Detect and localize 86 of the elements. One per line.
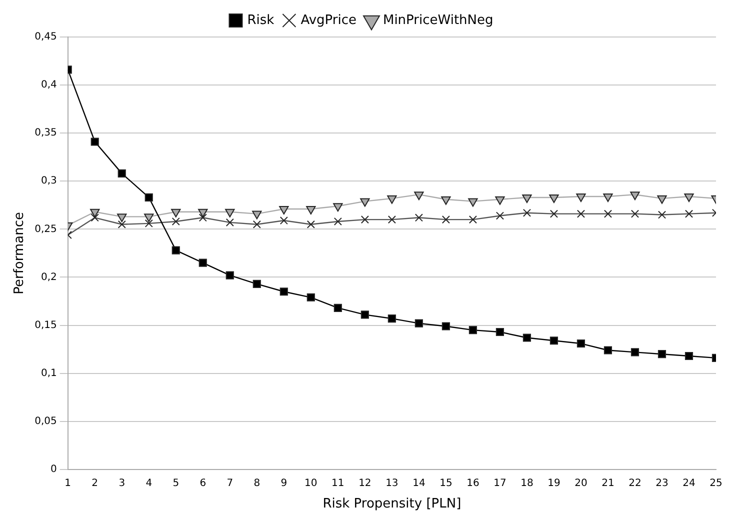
point	[550, 336, 558, 345]
x-tick-label: 24	[682, 478, 696, 489]
x-tick-label: 6	[200, 478, 206, 489]
x-tick-label: 25	[710, 478, 722, 489]
point	[658, 350, 666, 358]
point	[388, 314, 396, 323]
point	[522, 334, 531, 342]
point	[576, 194, 586, 202]
point	[630, 348, 640, 356]
x-tick-label: 20	[574, 478, 588, 489]
point	[414, 192, 424, 200]
y-tick-label: 0,35	[34, 128, 57, 139]
point	[198, 208, 208, 218]
x-tick-label: 21	[602, 478, 614, 489]
point	[360, 310, 369, 319]
x-tick-label: 17	[494, 478, 506, 489]
point	[279, 206, 289, 214]
point	[333, 203, 343, 212]
x-tick-label: 11	[332, 478, 344, 489]
point	[360, 198, 370, 207]
point	[576, 339, 586, 348]
point	[280, 288, 288, 296]
point	[604, 346, 612, 354]
point	[252, 280, 261, 288]
point	[171, 208, 181, 218]
x-tick-label: 4	[146, 478, 152, 489]
point	[252, 210, 262, 220]
y-tick-label: 0,1	[40, 368, 57, 379]
point	[90, 208, 100, 218]
x-tick-label: 14	[412, 478, 426, 489]
y-tick-label: 0,3	[40, 176, 57, 187]
point	[414, 319, 423, 328]
x-tick-label: 3	[118, 478, 126, 489]
point	[441, 196, 451, 205]
point	[117, 214, 127, 222]
x-tick-label: 8	[254, 478, 260, 489]
x-tick-label: 9	[280, 478, 288, 489]
point	[144, 193, 153, 202]
y-tick-label: 0,2	[40, 272, 57, 283]
point	[198, 258, 207, 267]
point	[144, 214, 154, 222]
x-tick-label: 22	[628, 478, 642, 489]
x-tick-label: 10	[304, 478, 318, 489]
point	[172, 246, 180, 254]
x-tick-label: 7	[226, 478, 234, 489]
point	[306, 206, 316, 214]
point	[225, 208, 235, 218]
point	[387, 195, 397, 204]
point	[90, 138, 99, 146]
x-tick-label: 13	[386, 478, 398, 489]
point	[630, 192, 640, 200]
x-tick-label: 1	[64, 478, 72, 489]
point	[226, 271, 234, 280]
y-tick-label: 0	[50, 464, 57, 475]
point	[657, 195, 667, 204]
y-tick-label: 0,25	[34, 224, 57, 235]
point	[495, 196, 505, 205]
legend-label: AvgPrice	[300, 12, 356, 28]
y-tick-label: 0,05	[34, 416, 57, 427]
y-tick-label: 0,15	[34, 320, 57, 331]
point	[549, 194, 559, 203]
point	[306, 293, 315, 302]
point	[442, 322, 450, 330]
x-tick-label: 23	[656, 478, 668, 489]
point	[522, 194, 532, 203]
point	[334, 304, 342, 312]
legend-label: MinPriceWithNeg	[382, 12, 494, 28]
x-tick-label: 12	[358, 478, 372, 489]
x-tick-label: 19	[548, 478, 560, 489]
point	[118, 169, 126, 178]
point	[468, 198, 478, 207]
point	[603, 194, 613, 202]
y-tick-label: 0,4	[40, 80, 57, 91]
x-tick-label: 18	[520, 478, 534, 489]
point	[684, 194, 694, 202]
x-tick-label: 2	[92, 478, 98, 489]
point	[684, 352, 694, 360]
legend-label: Risk	[247, 12, 275, 28]
point	[496, 328, 504, 336]
x-tick-label: 5	[172, 478, 180, 489]
x-axis-title: Risk Propensity [PLN]	[322, 496, 462, 512]
x-tick-label: 16	[466, 478, 480, 489]
x-tick-label: 15	[440, 478, 452, 489]
y-tick-label: 0,45	[34, 32, 57, 43]
point	[468, 326, 477, 334]
y-axis-title: Performance	[12, 212, 28, 294]
